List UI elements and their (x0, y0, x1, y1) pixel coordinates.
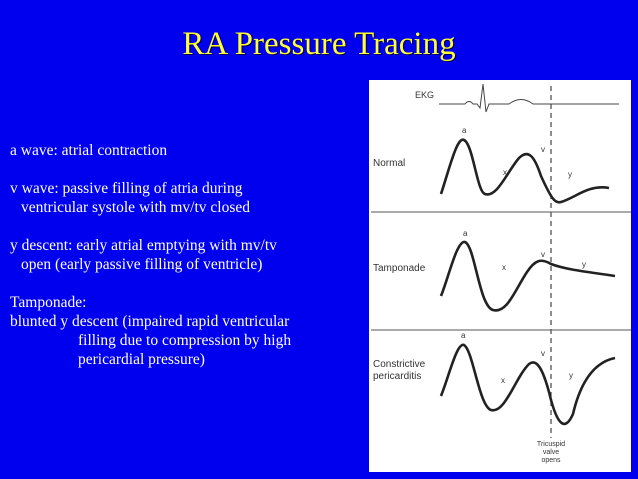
v-wave-text-cont: ventricular systole with mv/tv closed (21, 199, 251, 216)
tamponade-text: blunted y descent (impaired rapid ventri… (10, 313, 290, 330)
constrictive-y-label: y (569, 371, 573, 380)
normal-v-label: v (541, 145, 545, 154)
valve-caption-line1: Tricuspid (537, 441, 565, 448)
constrictive-label-line1: Constrictive (373, 359, 426, 370)
normal-waveform (439, 138, 610, 204)
tamponade-x-label: x (502, 263, 506, 272)
y-descent-text: y descent: early atrial emptying with mv… (10, 237, 277, 254)
tamponade-text-cont-1: filling due to compression by high (78, 332, 292, 349)
constrictive-a-label: a (461, 331, 466, 340)
ekg-trace (439, 83, 619, 113)
tamponade-a-label: a (463, 229, 468, 238)
tamponade-v-label: v (541, 250, 545, 259)
constrictive-v-label: v (541, 349, 545, 358)
normal-y-label: y (568, 170, 572, 179)
valve-caption-line2: valve (543, 449, 559, 456)
tamponade-y-label: y (582, 260, 586, 269)
normal-x-label: x (503, 168, 507, 177)
constrictive-x-label: x (501, 376, 505, 385)
slide-title: RA Pressure Tracing (182, 26, 456, 62)
tamponade-label: Tamponade (373, 263, 426, 274)
v-wave-text: v wave: passive filling of atria during (10, 180, 243, 197)
ra-tracing-diagram: EKG Normal a x v y Tamponade a x v y Con… (371, 83, 631, 464)
tamponade-text-cont-2: pericardial pressure) (78, 351, 205, 368)
normal-label: Normal (373, 158, 405, 169)
valve-caption-line3: opens (541, 457, 561, 464)
ra-pressure-figure: EKG Normal a x v y Tamponade a x v y Con… (369, 80, 631, 472)
a-wave-text: a wave: atrial contraction (10, 142, 168, 159)
y-descent-text-cont: open (early passive filling of ventricle… (21, 256, 263, 273)
tamponade-heading: Tamponade: (10, 294, 87, 311)
ekg-label: EKG (415, 90, 434, 100)
bullet-list: a wave: atrial contraction v wave: passi… (10, 141, 355, 369)
tamponade-waveform (439, 240, 616, 312)
normal-a-label: a (462, 126, 467, 135)
constrictive-label-line2: pericarditis (373, 371, 421, 382)
constrictive-waveform (439, 343, 616, 426)
